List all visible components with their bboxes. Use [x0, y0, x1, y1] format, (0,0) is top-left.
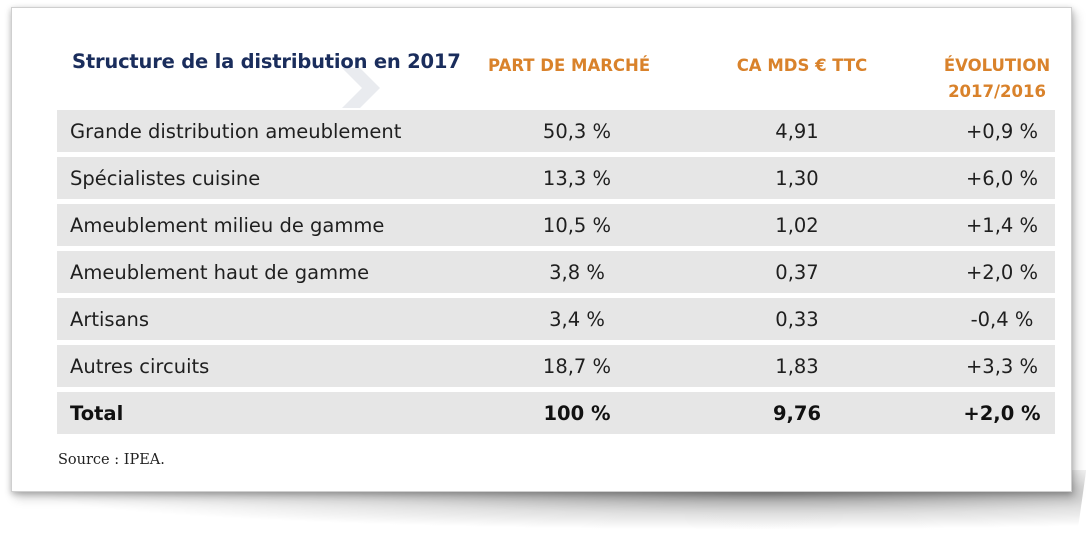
row-label: Grande distribution ameublement: [70, 120, 402, 143]
total-share: 100 %: [543, 402, 611, 425]
row-evolution: +6,0 %: [965, 167, 1039, 190]
row-label: Ameublement haut de gamme: [70, 261, 370, 284]
row-label: Autres circuits: [70, 355, 210, 378]
row-share: 3,8 %: [549, 261, 605, 284]
row-revenue: 1,30: [775, 167, 819, 190]
row-evolution: +2,0 %: [965, 261, 1039, 284]
header-market-share: PART DE MARCHÉ: [488, 56, 651, 75]
row-label: Spécialistes cuisine: [70, 167, 261, 190]
header-revenue: CA MDS € TTC: [736, 56, 868, 75]
row-share: 13,3 %: [542, 167, 612, 190]
row-share: 10,5 %: [542, 214, 612, 237]
table-row: Ameublement haut de gamme 3,8 % 0,37 +2,…: [57, 251, 1055, 293]
total-evolution: +2,0 %: [963, 402, 1041, 425]
row-evolution: +1,4 %: [965, 214, 1039, 237]
header-evolution-line2: 2017/2016: [948, 82, 1046, 101]
row-revenue: 0,33: [775, 308, 819, 331]
source-note: Source : IPEA.: [58, 452, 165, 468]
row-revenue: 1,83: [775, 355, 819, 378]
row-evolution: +3,3 %: [965, 355, 1039, 378]
table-total-row: Total 100 % 9,76 +2,0 %: [57, 392, 1055, 434]
header-evolution: ÉVOLUTION 2017/2016: [907, 53, 1086, 105]
table-row: Spécialistes cuisine 13,3 % 1,30 +6,0 %: [57, 157, 1055, 199]
row-share: 50,3 %: [542, 120, 612, 143]
table-row: Ameublement milieu de gamme 10,5 % 1,02 …: [57, 204, 1055, 246]
chevron-watermark-icon: [342, 68, 380, 108]
row-revenue: 4,91: [775, 120, 819, 143]
row-evolution: +0,9 %: [965, 120, 1039, 143]
row-label: Ameublement milieu de gamme: [70, 214, 385, 237]
row-label: Artisans: [70, 308, 150, 331]
table-row: Autres circuits 18,7 % 1,83 +3,3 %: [57, 345, 1055, 387]
table-row: Artisans 3,4 % 0,33 -0,4 %: [57, 298, 1055, 340]
table-title: Structure de la distribution en 2017: [72, 50, 461, 73]
header-evolution-line1: ÉVOLUTION: [943, 56, 1051, 75]
table-body: Grande distribution ameublement 50,3 % 4…: [57, 110, 1055, 439]
row-evolution: -0,4 %: [970, 308, 1034, 331]
total-revenue: 9,76: [772, 402, 822, 425]
total-label: Total: [70, 402, 124, 425]
row-share: 3,4 %: [549, 308, 605, 331]
table-row: Grande distribution ameublement 50,3 % 4…: [57, 110, 1055, 152]
row-share: 18,7 %: [542, 355, 612, 378]
row-revenue: 1,02: [775, 214, 819, 237]
table-card: Structure de la distribution en 2017 PAR…: [11, 7, 1072, 492]
row-revenue: 0,37: [775, 261, 819, 284]
